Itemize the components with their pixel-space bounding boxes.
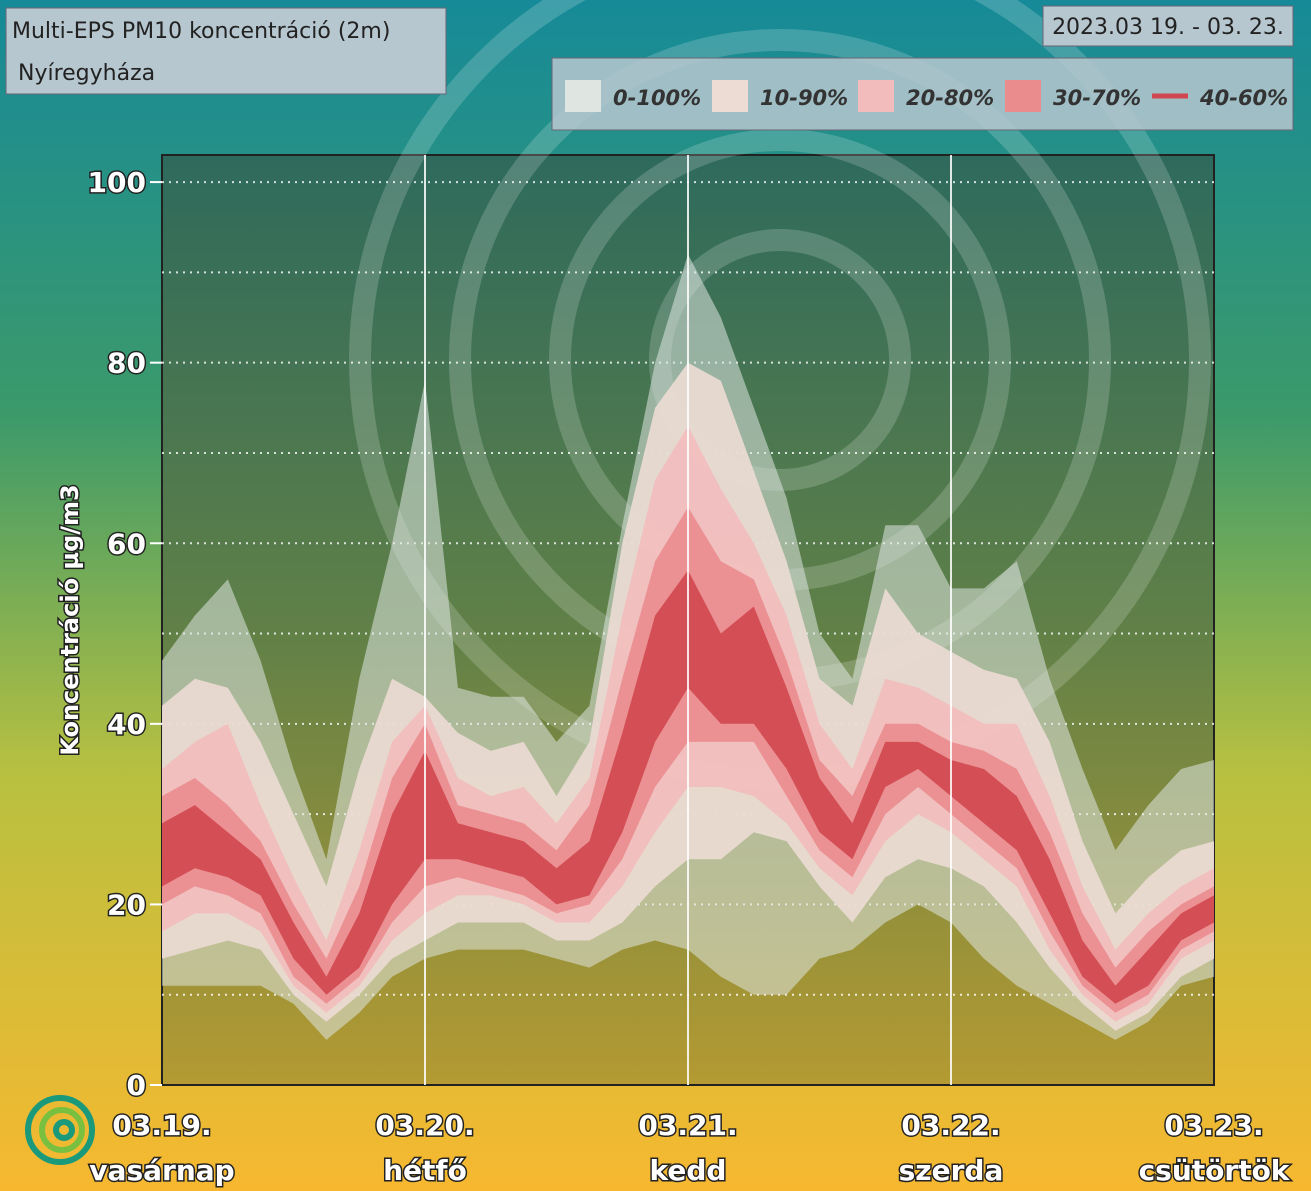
x-tick-label: 03.20. xyxy=(375,1109,474,1142)
date-box xyxy=(1042,5,1294,47)
y-tick-label: 20 xyxy=(107,888,146,921)
legend-label: 30-70% xyxy=(1053,86,1141,110)
legend-label: 20-80% xyxy=(906,86,994,110)
title-box xyxy=(5,7,447,95)
x-tick-label: 03.21. xyxy=(638,1109,737,1142)
legend: 0-100% 10-90% 20-80% 30-70% 40-60% xyxy=(565,80,1288,112)
y-tick-label: 40 xyxy=(107,708,146,741)
chart-title: Multi-EPS PM10 koncentráció (2m) xyxy=(12,19,390,44)
x-tick-label: 03.19. xyxy=(112,1109,211,1142)
legend-swatch xyxy=(1005,80,1041,112)
x-tick-sublabel: kedd xyxy=(650,1154,727,1187)
legend-swatch xyxy=(565,80,601,112)
x-tick-label: 03.23. xyxy=(1164,1109,1263,1142)
y-tick-label: 80 xyxy=(107,347,146,380)
legend-swatch xyxy=(858,80,894,112)
x-tick-sublabel: csütörtök xyxy=(1139,1154,1291,1187)
legend-label: 10-90% xyxy=(760,86,848,110)
legend-label: 40-60% xyxy=(1199,86,1288,110)
chart-subtitle: Nyíregyháza xyxy=(18,61,155,86)
y-axis-label: Koncentráció µg/m3 xyxy=(56,484,84,755)
plot xyxy=(150,155,1214,1086)
x-tick-sublabel: hétfő xyxy=(383,1154,467,1187)
date-range: 2023.03 19. - 03. 23. xyxy=(1052,15,1284,40)
legend-swatch xyxy=(712,80,748,112)
y-tick-label: 60 xyxy=(107,527,146,560)
x-tick-label: 03.22. xyxy=(901,1109,1000,1142)
y-tick-label: 100 xyxy=(88,166,146,199)
x-tick-sublabel: szerda xyxy=(899,1154,1004,1187)
logo xyxy=(25,1095,95,1165)
legend-label: 0-100% xyxy=(613,86,701,110)
x-tick-sublabel: vasárnap xyxy=(89,1154,234,1187)
y-tick-label: 0 xyxy=(127,1069,146,1102)
